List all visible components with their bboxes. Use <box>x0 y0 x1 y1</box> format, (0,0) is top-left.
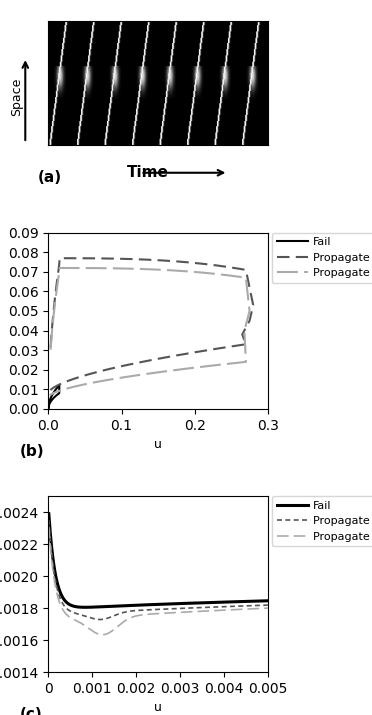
Propagate 2 <box>176 608 180 617</box>
Fail <box>266 596 270 605</box>
Text: Space: Space <box>10 77 23 116</box>
Fail <box>46 405 51 413</box>
Propagate 2 <box>130 372 135 380</box>
Fail <box>103 602 108 611</box>
X-axis label: u: u <box>154 701 162 714</box>
Propagate 1 <box>48 386 52 395</box>
Propagate 2 <box>85 380 89 388</box>
Propagate 1 <box>212 603 216 611</box>
Propagate 2 <box>212 606 216 615</box>
Propagate 1 <box>146 606 151 614</box>
Line: Propagate 1: Propagate 1 <box>49 520 268 619</box>
Propagate 2 <box>238 358 243 367</box>
Propagate 1 <box>54 281 59 290</box>
Propagate 1 <box>60 379 64 388</box>
Text: (c): (c) <box>20 707 42 715</box>
Propagate 2 <box>173 266 177 275</box>
Fail <box>48 398 52 407</box>
Text: Time: Time <box>127 165 169 180</box>
Propagate 1 <box>176 604 180 613</box>
Line: Propagate 1: Propagate 1 <box>50 258 253 390</box>
Propagate 2 <box>103 630 108 638</box>
Fail <box>47 400 52 408</box>
Text: (b): (b) <box>20 444 44 459</box>
Propagate 1 <box>48 343 53 352</box>
Propagate 2 <box>146 610 151 618</box>
Propagate 2 <box>46 522 51 531</box>
Fail <box>57 381 62 390</box>
Propagate 1 <box>71 375 76 383</box>
Propagate 1 <box>142 358 147 366</box>
Fail <box>83 603 87 611</box>
Propagate 2 <box>266 604 270 613</box>
Propagate 2 <box>48 345 53 354</box>
Propagate 1 <box>159 256 164 265</box>
Propagate 2 <box>100 631 105 639</box>
Propagate 1 <box>85 613 90 621</box>
Fail <box>50 390 55 399</box>
X-axis label: u: u <box>154 438 162 451</box>
Propagate 2 <box>216 360 221 369</box>
Legend: Fail, Propagate 1, Propagate 2: Fail, Propagate 1, Propagate 2 <box>272 233 372 282</box>
Propagate 1 <box>193 603 198 612</box>
Fail <box>47 398 51 406</box>
Fail <box>46 509 51 518</box>
Propagate 2 <box>48 391 52 400</box>
Line: Propagate 2: Propagate 2 <box>49 526 268 635</box>
Propagate 1 <box>223 343 228 352</box>
Propagate 2 <box>85 623 90 632</box>
Fail <box>146 601 151 609</box>
Fail <box>52 388 57 396</box>
Line: Propagate 2: Propagate 2 <box>50 268 250 395</box>
Propagate 1 <box>46 516 51 524</box>
Propagate 2 <box>57 264 62 272</box>
Legend: Fail, Propagate 1, Propagate 2: Fail, Propagate 1, Propagate 2 <box>272 496 372 546</box>
Fail <box>48 396 52 405</box>
Line: Fail: Fail <box>49 513 268 607</box>
Propagate 1 <box>98 615 102 623</box>
Propagate 1 <box>103 614 108 623</box>
Fail <box>86 603 90 611</box>
Text: (a): (a) <box>38 170 61 185</box>
Fail <box>176 599 180 608</box>
Line: Fail: Fail <box>48 385 60 409</box>
Propagate 1 <box>57 254 62 262</box>
Propagate 1 <box>266 601 270 609</box>
Fail <box>212 598 216 607</box>
Propagate 2 <box>171 366 176 375</box>
Propagate 2 <box>193 607 198 616</box>
Fail <box>193 598 198 607</box>
Fail <box>46 405 51 413</box>
